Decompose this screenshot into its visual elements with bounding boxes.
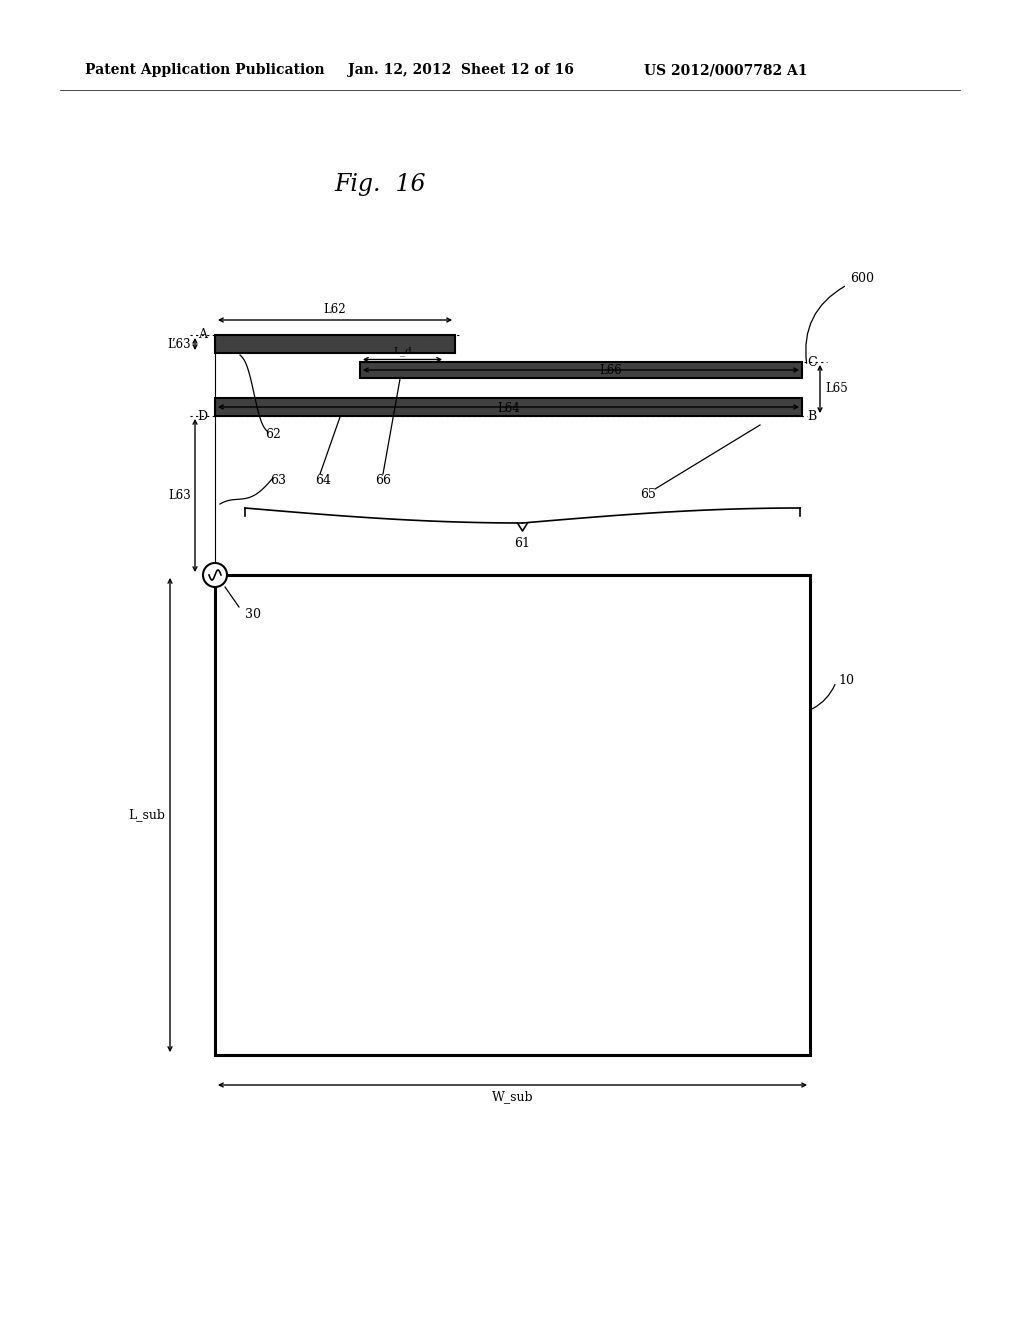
Text: 63: 63: [270, 474, 286, 487]
Text: L65: L65: [825, 383, 848, 396]
Text: Jan. 12, 2012  Sheet 12 of 16: Jan. 12, 2012 Sheet 12 of 16: [348, 63, 573, 77]
Text: 10: 10: [838, 673, 854, 686]
Text: D: D: [197, 409, 207, 422]
Text: C: C: [807, 355, 816, 368]
Text: Patent Application Publication: Patent Application Publication: [85, 63, 325, 77]
Text: A: A: [198, 329, 207, 342]
Polygon shape: [360, 362, 802, 378]
Text: L64: L64: [497, 401, 520, 414]
Text: US 2012/0007782 A1: US 2012/0007782 A1: [644, 63, 808, 77]
Text: 61: 61: [514, 537, 530, 550]
Text: L66: L66: [600, 364, 623, 378]
Polygon shape: [215, 399, 802, 416]
Text: L_d: L_d: [393, 347, 412, 356]
Text: L’63: L’63: [167, 338, 191, 351]
Text: L63: L63: [168, 488, 191, 502]
Text: L62: L62: [324, 304, 346, 315]
Polygon shape: [215, 335, 455, 352]
Text: 64: 64: [315, 474, 331, 487]
Text: 62: 62: [265, 429, 281, 441]
Text: 65: 65: [640, 488, 656, 502]
Text: Fig.  16: Fig. 16: [334, 173, 426, 197]
Circle shape: [203, 564, 227, 587]
Text: 30: 30: [245, 609, 261, 622]
Text: L_sub: L_sub: [128, 808, 165, 821]
Text: W_sub: W_sub: [492, 1090, 534, 1104]
Text: B: B: [807, 409, 816, 422]
Text: 66: 66: [375, 474, 391, 487]
Text: 600: 600: [850, 272, 874, 285]
